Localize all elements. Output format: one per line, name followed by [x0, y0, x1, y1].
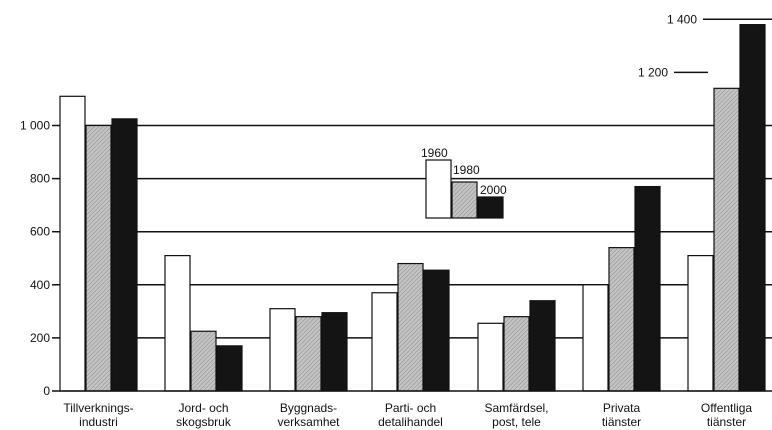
- category-label: Tillverknings-industri: [63, 401, 133, 429]
- bar-1980-0: [85, 124, 112, 392]
- category-label: Jord- och skogsbruk: [176, 401, 232, 429]
- bar-2000-5: [634, 185, 661, 392]
- bar-1960-4: [477, 322, 504, 392]
- bar-1980-5: [608, 247, 635, 392]
- y-tick-label: 1 200: [638, 65, 668, 79]
- bar-1980-4: [503, 316, 530, 392]
- y-tick-label: 200: [30, 331, 50, 345]
- category-label: Privata tiänster: [602, 401, 641, 429]
- legend-swatch-1960: [425, 159, 452, 219]
- bar-2000-0: [111, 118, 138, 392]
- bar-1980-6: [713, 87, 740, 392]
- bar-1980-1: [190, 330, 217, 392]
- bar-1980-3: [397, 262, 424, 392]
- y-tick-label: 600: [30, 225, 50, 239]
- bar-2000-3: [423, 269, 450, 392]
- y-tick-label: 0: [43, 384, 50, 398]
- bar-1960-3: [371, 292, 398, 392]
- bars: [59, 24, 766, 392]
- bar-2000-2: [321, 312, 348, 392]
- category-labels: Tillverknings-industri Jord- och skogsbruk…: [63, 401, 752, 429]
- bar-1960-2: [269, 308, 296, 392]
- bar-1960-6: [687, 254, 714, 392]
- y-tick-label: 1 400: [667, 12, 697, 26]
- y-tick-label: 400: [30, 278, 50, 292]
- legend-swatch-1980: [451, 181, 478, 219]
- legend-swatch-2000: [477, 196, 504, 219]
- category-label: Parti- och detalihandel: [378, 401, 443, 429]
- bar-1980-2: [295, 316, 322, 392]
- bar-2000-4: [529, 300, 556, 392]
- y-tick-label: 800: [30, 172, 50, 186]
- bar-1960-0: [59, 95, 86, 392]
- category-label: Byggnads-verksamhet: [277, 401, 340, 429]
- bar-2000-6: [739, 24, 766, 392]
- y-tick-label: 1 000: [20, 119, 50, 133]
- bar-1960-5: [582, 284, 609, 392]
- category-label: Samfärdsel, post, tele: [484, 401, 548, 429]
- legend-label: 1960: [421, 146, 448, 160]
- y-axis-ticks: 0 200 400 600 800 1 000 1 200 1 400: [20, 12, 697, 398]
- bar-1960-1: [164, 254, 191, 392]
- legend-label: 2000: [480, 183, 507, 197]
- bar-2000-1: [216, 345, 243, 392]
- category-label: Offentliga tiänster: [701, 401, 752, 429]
- legend-label: 1980: [453, 163, 480, 177]
